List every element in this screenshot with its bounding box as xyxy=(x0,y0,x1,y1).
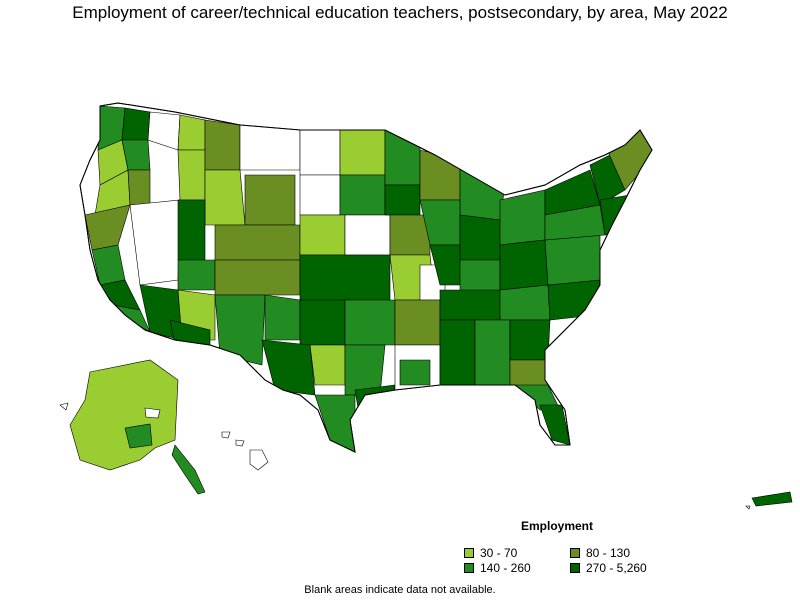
area-region xyxy=(127,169,151,206)
area-region xyxy=(399,359,431,386)
area-region xyxy=(499,284,551,321)
area-region xyxy=(299,254,391,301)
area-region xyxy=(499,239,549,291)
area-region xyxy=(299,129,341,176)
area-region xyxy=(509,319,551,361)
area-region xyxy=(299,299,346,346)
legend-swatch xyxy=(464,563,474,573)
legend-item-30-70: 30 - 70 xyxy=(464,546,517,560)
area-region xyxy=(384,184,421,216)
legend-swatch xyxy=(570,548,580,558)
area-region xyxy=(474,319,511,386)
area-region xyxy=(344,299,396,346)
legend-swatch xyxy=(570,563,580,573)
area-region xyxy=(214,294,266,366)
area-region xyxy=(214,224,301,261)
area-region xyxy=(344,214,391,256)
alaska xyxy=(59,359,206,495)
legend-title: Employment xyxy=(521,519,594,533)
legend-label: 270 - 5,260 xyxy=(586,561,647,575)
legend-label: 80 - 130 xyxy=(586,546,631,560)
puerto-rico xyxy=(745,491,793,510)
area-region xyxy=(177,149,206,201)
area-region xyxy=(499,189,546,246)
area-region xyxy=(439,319,476,386)
area-region xyxy=(309,344,346,386)
area-region xyxy=(264,294,301,341)
legend-label: 140 - 260 xyxy=(480,561,531,575)
area-region xyxy=(244,174,296,226)
area-region xyxy=(547,279,601,321)
area-region xyxy=(314,394,356,452)
area-region xyxy=(204,169,246,226)
legend-label: 30 - 70 xyxy=(480,546,518,560)
area-region xyxy=(394,299,441,346)
area-region xyxy=(299,214,346,256)
map-title: Employment of career/technical education… xyxy=(72,3,728,22)
area-region xyxy=(599,194,631,236)
legend-item-270-5260: 270 - 5,260 xyxy=(570,561,647,575)
area-region xyxy=(261,339,316,396)
area-region xyxy=(459,214,501,261)
area-region xyxy=(177,114,206,151)
legend-item-80-130: 80 - 130 xyxy=(570,546,630,560)
area-region xyxy=(299,174,341,216)
area-region xyxy=(204,119,241,171)
footnote: Blank areas indicate data not available. xyxy=(304,584,496,596)
area-region xyxy=(339,129,386,176)
area-region xyxy=(239,124,301,171)
area-region xyxy=(121,107,151,141)
area-region xyxy=(544,234,601,286)
area-region xyxy=(177,259,216,291)
hawaii xyxy=(221,431,269,471)
legend-swatch xyxy=(464,548,474,558)
area-region xyxy=(214,259,301,296)
area-region xyxy=(339,174,386,216)
area-region xyxy=(177,199,206,261)
area-region xyxy=(389,214,431,256)
legend-item-140-260: 140 - 260 xyxy=(464,561,531,575)
area-region xyxy=(439,289,501,321)
